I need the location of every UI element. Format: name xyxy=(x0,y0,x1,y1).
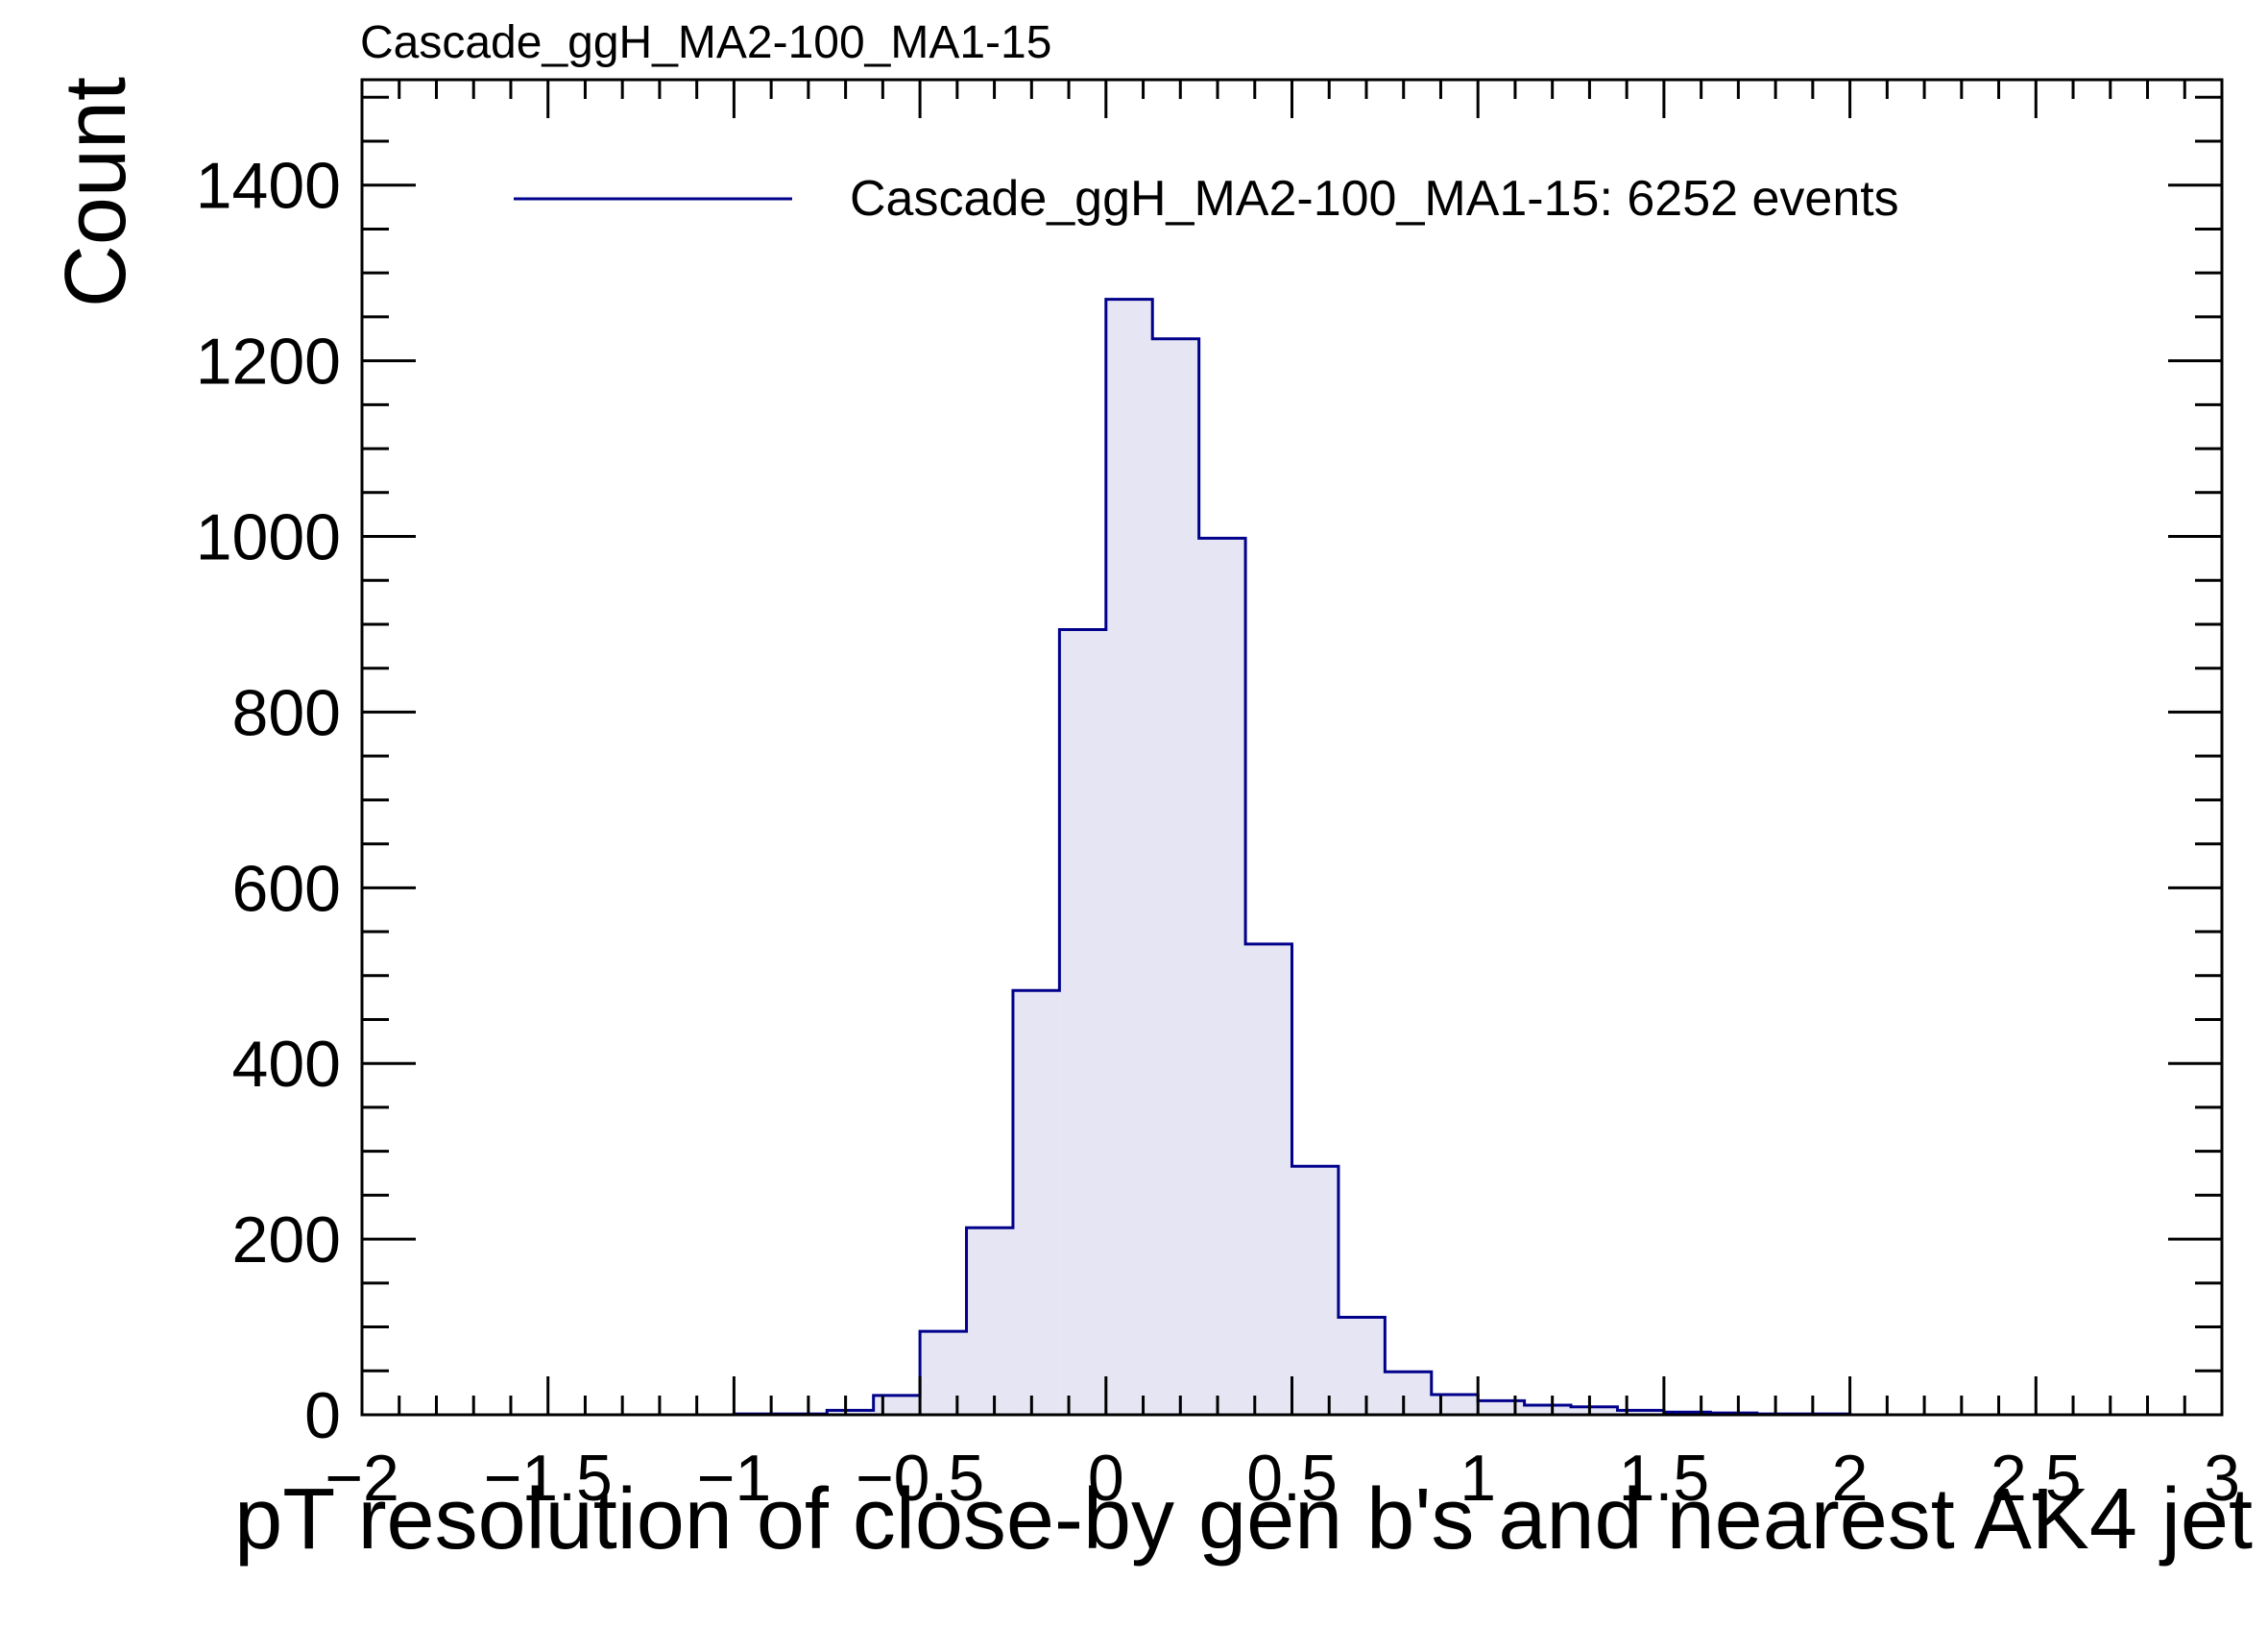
y-tick-label: 800 xyxy=(232,676,341,749)
tick-labels: −2 −1.5 −1 −0.5 0 0.5 1 1.5 2 2.5 3 0 200 400 600 800 10… xyxy=(196,150,2240,1515)
y-tick-label: 1400 xyxy=(196,150,341,223)
y-tick-label: 0 xyxy=(304,1379,341,1452)
x-tick-label: −0.5 xyxy=(856,1442,984,1515)
histogram-bin xyxy=(1198,538,1246,1415)
histogram-bin xyxy=(1245,943,1292,1415)
histogram-bin xyxy=(1152,338,1199,1415)
y-tick-label: 1200 xyxy=(196,326,341,399)
x-tick-label: −1.5 xyxy=(484,1442,613,1515)
histogram-bin xyxy=(1617,1410,1664,1415)
y-axis-label: Count xyxy=(48,77,144,307)
x-tick-label: 0.5 xyxy=(1246,1442,1338,1515)
y-tick-label: 400 xyxy=(232,1028,341,1101)
x-axis-label: pT resolution of close-by gen b's and ne… xyxy=(234,1471,2253,1567)
histogram-bin xyxy=(920,1331,967,1415)
histogram-bin xyxy=(1105,299,1153,1415)
x-tick-label: 2.5 xyxy=(1991,1442,2082,1515)
x-tick-label: 3 xyxy=(2204,1442,2240,1515)
histogram-bin xyxy=(1431,1394,1479,1415)
plot-frame xyxy=(360,78,2224,1417)
legend: Cascade_ggH_MA2-100_MA1-15: 6252 events xyxy=(514,171,1899,227)
histogram-bin xyxy=(1571,1406,1618,1415)
x-tick-label: −1 xyxy=(697,1442,772,1515)
y-tick-label: 200 xyxy=(232,1203,341,1276)
histogram-bin xyxy=(1524,1404,1572,1415)
x-tick-label: −2 xyxy=(325,1442,399,1515)
legend-entry: Cascade_ggH_MA2-100_MA1-15: 6252 events xyxy=(850,171,1899,227)
histogram-bin xyxy=(1478,1400,1525,1415)
histogram-layer xyxy=(362,298,2222,1417)
histogram-bin xyxy=(1291,1166,1339,1415)
y-tick-label: 1000 xyxy=(196,501,341,574)
y-tick-label: 600 xyxy=(232,852,341,925)
histogram-bin xyxy=(873,1395,921,1415)
histogram-bin xyxy=(1059,629,1106,1415)
chart-title: Cascade_ggH_MA2-100_MA1-15 xyxy=(360,17,1051,68)
x-tick-label: 2 xyxy=(1832,1442,1869,1515)
x-tick-label: 1.5 xyxy=(1619,1442,1710,1515)
histogram-bin xyxy=(1385,1372,1432,1415)
histogram-bin xyxy=(1338,1317,1386,1415)
histogram-bin xyxy=(966,1227,1013,1415)
x-tick-label: 0 xyxy=(1088,1442,1124,1515)
x-tick-label: 1 xyxy=(1460,1442,1496,1515)
histogram-bin xyxy=(827,1410,874,1415)
histogram-bin xyxy=(1012,990,1060,1415)
